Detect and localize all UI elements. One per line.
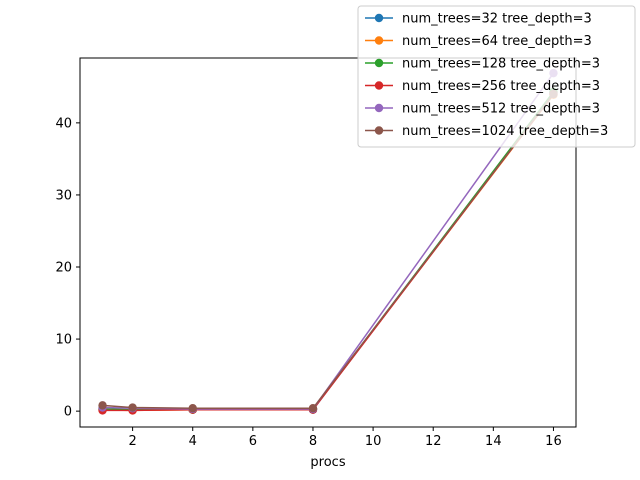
x-tick-label: 12 <box>425 434 442 449</box>
x-axis-ticks: 2 4 6 8 10 12 14 16 <box>128 427 562 449</box>
y-tick-label: 20 <box>55 261 72 276</box>
legend-marker <box>374 36 384 45</box>
data-point <box>308 404 318 413</box>
legend-box <box>357 5 636 148</box>
legend-label: num_trees=512 tree_depth=3 <box>402 102 600 117</box>
data-point <box>188 404 197 413</box>
x-tick-label: 14 <box>485 434 502 449</box>
legend-label: num_trees=1024 tree_depth=3 <box>402 124 608 139</box>
x-tick-label: 6 <box>249 434 257 449</box>
legend-item: num_trees=32 tree_depth=3 <box>365 12 592 27</box>
x-tick-label: 2 <box>128 434 136 449</box>
y-tick-label: 40 <box>55 116 72 131</box>
legend-label: num_trees=32 tree_depth=3 <box>402 12 592 27</box>
data-point <box>98 401 107 410</box>
legend-marker <box>374 81 384 90</box>
legend-marker <box>374 58 384 68</box>
y-axis-ticks: 0 10 20 30 40 <box>55 116 80 420</box>
legend-item: num_trees=64 tree_depth=3 <box>365 34 592 49</box>
x-tick-label: 10 <box>365 434 382 449</box>
y-tick-label: 0 <box>64 405 72 420</box>
x-tick-label: 16 <box>545 434 562 449</box>
legend-marker <box>374 126 384 135</box>
plot-frame <box>79 57 577 428</box>
data-point <box>128 403 137 412</box>
x-tick-label: 4 <box>189 434 197 449</box>
legend-marker <box>374 13 384 23</box>
legend-item: num_trees=1024 tree_depth=3 <box>365 124 608 139</box>
legend: num_trees=32 tree_depth=3 num_trees=64 tr… <box>357 5 636 148</box>
legend-marker <box>374 103 384 113</box>
legend-item: num_trees=256 tree_depth=3 <box>365 79 600 94</box>
x-tick-label: 8 <box>309 434 317 449</box>
y-tick-label: 30 <box>55 188 72 203</box>
legend-item: num_trees=512 tree_depth=3 <box>365 102 600 117</box>
x-axis-label: procs <box>310 455 345 470</box>
y-tick-label: 10 <box>55 333 72 348</box>
legend-item: num_trees=128 tree_depth=3 <box>365 57 600 72</box>
legend-label: num_trees=128 tree_depth=3 <box>402 57 600 72</box>
legend-label: num_trees=64 tree_depth=3 <box>402 34 592 49</box>
legend-label: num_trees=256 tree_depth=3 <box>402 79 600 94</box>
series-layer <box>98 68 558 415</box>
